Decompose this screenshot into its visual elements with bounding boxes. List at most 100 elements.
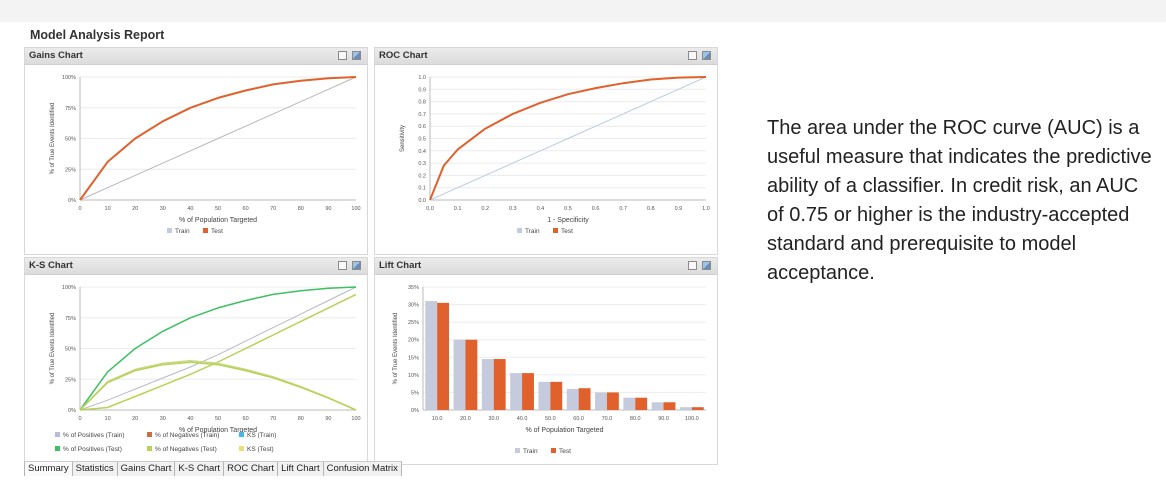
x-axis-label: % of Population Targeted [525, 427, 603, 434]
bar-test [691, 407, 704, 410]
panel-header: Lift Chart [375, 258, 717, 275]
x-tick-label: 0.7 [619, 206, 627, 212]
panel-header: K-S Chart [25, 258, 367, 275]
copy-icon[interactable] [688, 261, 697, 270]
y-tick-label: 0.7 [418, 112, 426, 118]
bar-train [595, 392, 607, 410]
x-tick-label: 70 [270, 416, 276, 422]
y-tick-label: 0.9 [418, 87, 426, 93]
tab-lift-chart[interactable]: Lift Chart [278, 462, 324, 476]
x-tick-label: 80 [298, 206, 304, 212]
y-tick-label: 100% [62, 75, 76, 81]
legend-swatch [239, 446, 244, 451]
legend-label: % of Negatives (Train) [155, 432, 219, 439]
legend-swatch [551, 448, 556, 453]
copy-icon[interactable] [338, 261, 347, 270]
y-axis-label: % of True Events Identified [393, 313, 399, 385]
x-tick-label: 50 [215, 206, 221, 212]
tab-roc-chart[interactable]: ROC Chart [224, 462, 279, 476]
tab-summary[interactable]: Summary [24, 462, 73, 476]
legend-swatch [515, 448, 520, 453]
x-tick-label: 10.0 [432, 416, 443, 422]
x-tick-label: 30 [160, 206, 166, 212]
x-tick-label: 60 [243, 416, 249, 422]
legend-label: Train [525, 228, 540, 235]
bar-test [465, 339, 478, 410]
legend-swatch [147, 432, 152, 437]
tab-confusion-matrix[interactable]: Confusion Matrix [323, 462, 402, 476]
y-tick-label: 0.1 [418, 186, 426, 192]
y-tick-label: 35% [408, 285, 419, 291]
x-tick-label: 40 [187, 206, 193, 212]
gains-chart-panel: Gains Chart 0% 25% 50% 75% 100% 0 10 20 30 40 50 60… [24, 47, 368, 255]
y-tick-label: 0.5 [418, 137, 426, 143]
x-tick-label: 60.0 [573, 416, 584, 422]
copy-icon[interactable] [688, 51, 697, 60]
y-tick-label: 25% [65, 167, 76, 173]
report-tabs: Summary Statistics Gains Chart K-S Chart… [24, 461, 402, 476]
x-tick-label: 100.0 [685, 416, 699, 422]
tab-statistics[interactable]: Statistics [72, 462, 118, 476]
y-tick-label: 0.6 [418, 124, 426, 130]
y-tick-label: 10% [408, 373, 419, 379]
y-tick-label: 0.3 [418, 161, 426, 167]
chart-options-icon[interactable] [702, 51, 711, 60]
series-line-negatives-train [79, 286, 357, 411]
x-tick-label: 0 [78, 416, 81, 422]
x-tick-label: 90 [325, 206, 331, 212]
chart-options-icon[interactable] [352, 51, 361, 60]
gains-chart-svg: 0% 25% 50% 75% 100% 0 10 20 30 40 50 60 70 80 90 100 % o… [50, 75, 361, 235]
y-tick-label: 50% [65, 137, 76, 143]
bar-train [425, 301, 438, 410]
series-line-positives-train [79, 286, 357, 411]
x-tick-label: 0.4 [537, 206, 545, 212]
legend-swatch [239, 432, 244, 437]
x-tick-label: 10 [105, 206, 111, 212]
x-tick-label: 50.0 [545, 416, 556, 422]
legend-label: KS (Train) [247, 432, 276, 439]
x-tick-label: 0.1 [454, 206, 462, 212]
legend-swatch [167, 228, 172, 233]
chart-options-icon[interactable] [352, 261, 361, 270]
copy-icon[interactable] [338, 51, 347, 60]
tab-ks-chart[interactable]: K-S Chart [175, 462, 225, 476]
y-axis-label: Sensitivity [400, 125, 406, 152]
y-tick-label: 50% [65, 347, 76, 353]
x-tick-label: 20 [132, 416, 138, 422]
y-tick-label: 0.4 [418, 149, 426, 155]
panel-title: Lift Chart [379, 260, 422, 271]
bar-train [623, 397, 636, 410]
roc-chart-svg: 0.0 0.1 0.2 0.3 0.4 0.5 0.6 0.7 0.8 0.9 1.0 0.0 0.1 0… [400, 75, 710, 235]
legend-label: Train [175, 228, 190, 235]
top-strip [0, 0, 1166, 22]
tab-gains-chart[interactable]: Gains Chart [117, 462, 176, 476]
bar-train [453, 339, 466, 410]
series-line-test [429, 76, 707, 201]
x-tick-label: 90 [325, 416, 331, 422]
x-tick-label: 90.0 [658, 416, 669, 422]
y-tick-label: 30% [408, 303, 419, 309]
x-tick-label: 80.0 [630, 416, 641, 422]
bar-train [481, 359, 494, 410]
legend-label: Test [561, 228, 573, 235]
bar-train [510, 373, 523, 410]
series-line-train [79, 76, 357, 201]
panel-title: Gains Chart [29, 50, 83, 61]
auc-explanation-text: The area under the ROC curve (AUC) is a … [767, 117, 1152, 284]
y-axis-label: % of True Events Identified [50, 103, 56, 175]
bar-test [437, 302, 450, 410]
bar-test [522, 373, 534, 410]
legend-swatch [55, 446, 60, 451]
y-tick-label: 0% [68, 408, 76, 414]
roc-chart-panel: ROC Chart 0.0 0.1 0.2 0.3 0.4 0.5 0.6 0.7 0.8 0.9… [374, 47, 718, 255]
legend-label: Test [211, 228, 223, 235]
x-tick-label: 50 [215, 416, 221, 422]
bar-train [538, 381, 551, 410]
legend-label: KS (Test) [247, 446, 274, 453]
x-tick-label: 1.0 [702, 206, 710, 212]
bar-test [663, 402, 676, 410]
x-tick-label: 0.2 [481, 206, 489, 212]
x-tick-label: 20 [132, 206, 138, 212]
bar-test [550, 381, 563, 410]
chart-options-icon[interactable] [702, 261, 711, 270]
